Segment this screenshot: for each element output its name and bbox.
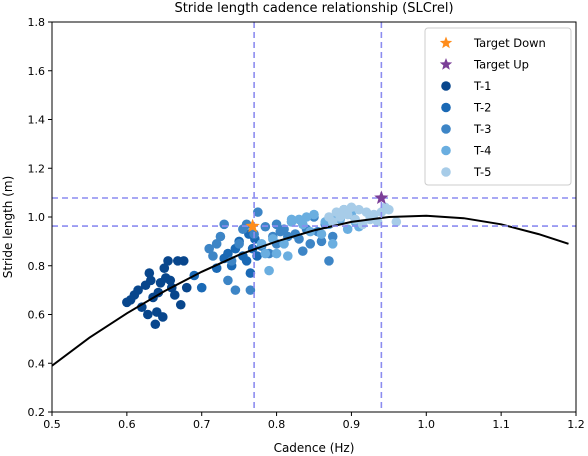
legend-label: T-1: [473, 79, 491, 93]
data-point: [175, 299, 186, 310]
data-point: [165, 275, 176, 286]
data-point: [143, 309, 153, 320]
data-point: [150, 319, 161, 330]
legend-marker-dot: [441, 102, 451, 113]
data-point: [316, 236, 327, 247]
data-point: [309, 209, 319, 220]
chart-title: Stride length cadence relationship (SLCr…: [174, 1, 453, 16]
data-point: [286, 214, 297, 225]
y-tick-label: 0.6: [28, 309, 46, 322]
data-point: [153, 287, 164, 298]
data-point: [157, 312, 168, 322]
data-point: [305, 239, 316, 249]
x-tick-label: 0.8: [268, 418, 286, 431]
x-tick-label: 1.0: [418, 418, 436, 431]
data-point: [327, 239, 338, 249]
data-point: [178, 256, 189, 266]
y-tick-label: 1.2: [28, 162, 46, 175]
data-point: [204, 243, 214, 254]
data-point: [297, 246, 308, 256]
legend-marker-dot: [441, 167, 451, 177]
data-point: [327, 231, 338, 242]
legend-marker-dot: [441, 124, 451, 134]
y-tick-label: 0.4: [28, 357, 46, 370]
legend-label: T-2: [473, 101, 491, 115]
y-tick-label: 1.4: [28, 114, 46, 127]
data-point: [133, 285, 143, 295]
data-point: [223, 248, 233, 259]
data-point: [215, 231, 226, 242]
x-tick-label: 0.9: [343, 418, 361, 431]
legend-label: Target Down: [473, 36, 546, 50]
data-point: [159, 263, 170, 273]
legend-marker-dot: [441, 81, 451, 91]
legend-label: T-5: [473, 165, 491, 179]
fit-curve: [52, 214, 569, 367]
x-tick-label: 1.2: [567, 418, 585, 431]
y-tick-label: 1.0: [28, 211, 46, 224]
legend-marker-star: [439, 58, 453, 70]
data-point: [211, 239, 222, 249]
x-tick-label: 1.1: [492, 418, 510, 431]
y-tick-label: 0.2: [28, 406, 46, 419]
legend-marker-dot: [441, 145, 451, 156]
data-point: [354, 204, 364, 215]
data-point: [253, 207, 263, 217]
data-point: [163, 256, 173, 266]
data-point: [346, 202, 357, 213]
data-point: [169, 290, 180, 300]
legend-label: T-3: [473, 122, 491, 136]
y-tick-label: 1.8: [28, 16, 46, 29]
y-tick-label: 0.8: [28, 260, 46, 273]
data-point: [271, 219, 282, 230]
x-tick-label: 0.7: [193, 418, 211, 431]
data-point: [391, 217, 402, 227]
data-point: [196, 282, 207, 293]
legend-label: T-4: [473, 144, 491, 158]
data-point: [146, 275, 156, 286]
data-point: [245, 285, 256, 295]
y-tick-label: 1.6: [28, 65, 46, 78]
data-point: [181, 282, 192, 293]
data-point: [335, 212, 346, 222]
data-point: [219, 219, 229, 230]
data-point: [342, 209, 353, 220]
data-point: [279, 239, 289, 249]
data-point: [230, 285, 241, 295]
data-point: [234, 239, 244, 249]
data-point: [223, 275, 233, 286]
legend-box: [424, 27, 572, 186]
target-star-target-down: [245, 218, 260, 233]
data-point: [260, 248, 271, 259]
legend-label: Target Up: [473, 58, 529, 72]
data-point: [208, 251, 218, 261]
x-axis-label: Cadence (Hz): [274, 441, 355, 455]
data-point: [144, 268, 155, 278]
legend: Target Down Target Up T-1 T-2 T-3 T-4 T-5: [424, 27, 572, 186]
data-point: [271, 248, 282, 259]
data-point: [384, 204, 394, 215]
data-point: [283, 251, 293, 261]
data-point: [301, 212, 312, 222]
data-point: [264, 265, 274, 276]
legend-marker-star: [439, 36, 453, 49]
series-t-1: [122, 256, 192, 330]
data-point: [241, 256, 252, 266]
data-point: [327, 217, 338, 227]
x-tick-label: 0.5: [43, 418, 61, 431]
series-t-5: [324, 202, 402, 230]
y-axis-label: Stride length (m): [1, 176, 15, 279]
data-point: [316, 229, 327, 239]
target-star-target-up: [374, 190, 389, 205]
data-point: [324, 256, 334, 266]
data-point: [245, 268, 256, 278]
x-tick-label: 0.6: [118, 418, 136, 431]
